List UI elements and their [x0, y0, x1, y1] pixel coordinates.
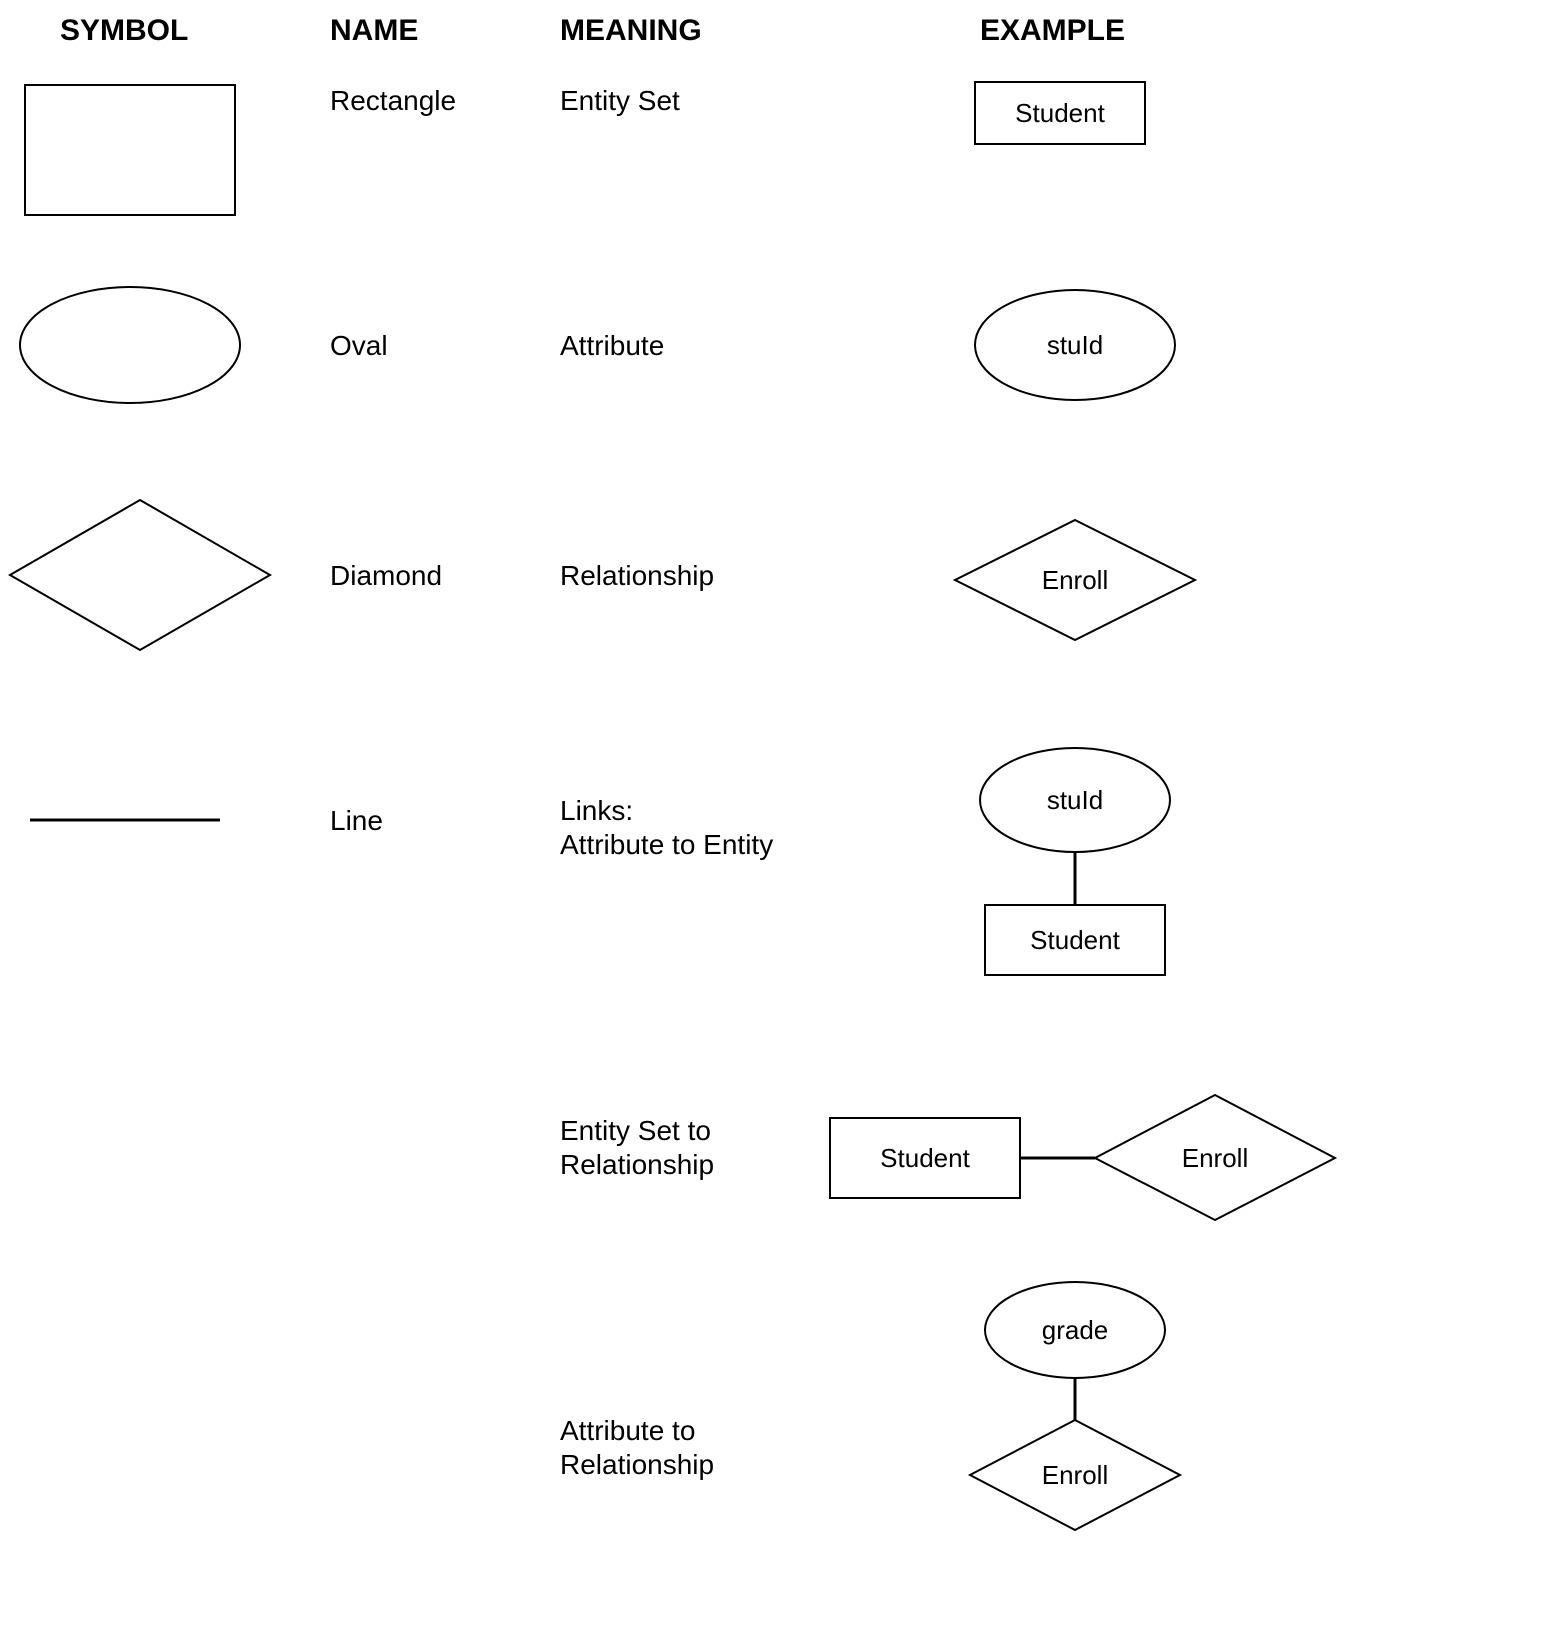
row-line: Line Links: Attribute to Entity stuId St…	[30, 748, 1170, 975]
row-oval: Oval Attribute stuId	[20, 287, 1175, 403]
row-rectangle: Rectangle Entity Set Student	[25, 82, 1145, 215]
example-attr-rel-diamond-label: Enroll	[1042, 1460, 1108, 1490]
example-oval-label: stuId	[1047, 330, 1103, 360]
example-rectangle-label: Student	[1015, 98, 1105, 128]
symbol-oval	[20, 287, 240, 403]
example-attr-entity-oval-label: stuId	[1047, 785, 1103, 815]
header-symbol: SYMBOL	[60, 14, 188, 47]
example-attr-rel-oval-label: grade	[1042, 1315, 1109, 1345]
name-oval: Oval	[330, 330, 388, 361]
meaning-diamond: Relationship	[560, 560, 714, 591]
header-example: EXAMPLE	[980, 14, 1125, 47]
example-diamond: Enroll	[955, 520, 1195, 640]
example-attr-entity-rect-label: Student	[1030, 925, 1120, 955]
name-rectangle: Rectangle	[330, 85, 456, 116]
example-oval: stuId	[975, 290, 1175, 400]
header-meaning: MEANING	[560, 14, 702, 47]
symbol-diamond	[10, 500, 270, 650]
meaning-entity-rel: Entity Set to Relationship	[560, 1115, 719, 1180]
example-attr-to-rel: grade Enroll	[970, 1282, 1180, 1530]
name-line: Line	[330, 805, 383, 836]
row-diamond: Diamond Relationship Enroll	[10, 500, 1195, 650]
header-name: NAME	[330, 14, 418, 47]
example-entity-rel-diamond-label: Enroll	[1182, 1143, 1248, 1173]
meaning-attr-rel: Attribute to Relationship	[560, 1415, 714, 1480]
meaning-rectangle: Entity Set	[560, 85, 680, 116]
example-attr-to-entity: stuId Student	[980, 748, 1170, 975]
example-rectangle: Student	[975, 82, 1145, 144]
row-entity-to-rel: Entity Set to Relationship Student Enrol…	[560, 1095, 1335, 1220]
example-entity-rel-rect-label: Student	[880, 1143, 970, 1173]
example-entity-to-rel: Student Enroll	[830, 1095, 1335, 1220]
meaning-oval: Attribute	[560, 330, 664, 361]
example-diamond-label: Enroll	[1042, 565, 1108, 595]
row-attr-to-rel: Attribute to Relationship grade Enroll	[560, 1282, 1180, 1530]
meaning-line-1: Links: Attribute to Entity	[560, 795, 773, 860]
name-diamond: Diamond	[330, 560, 442, 591]
symbol-rectangle	[25, 85, 235, 215]
